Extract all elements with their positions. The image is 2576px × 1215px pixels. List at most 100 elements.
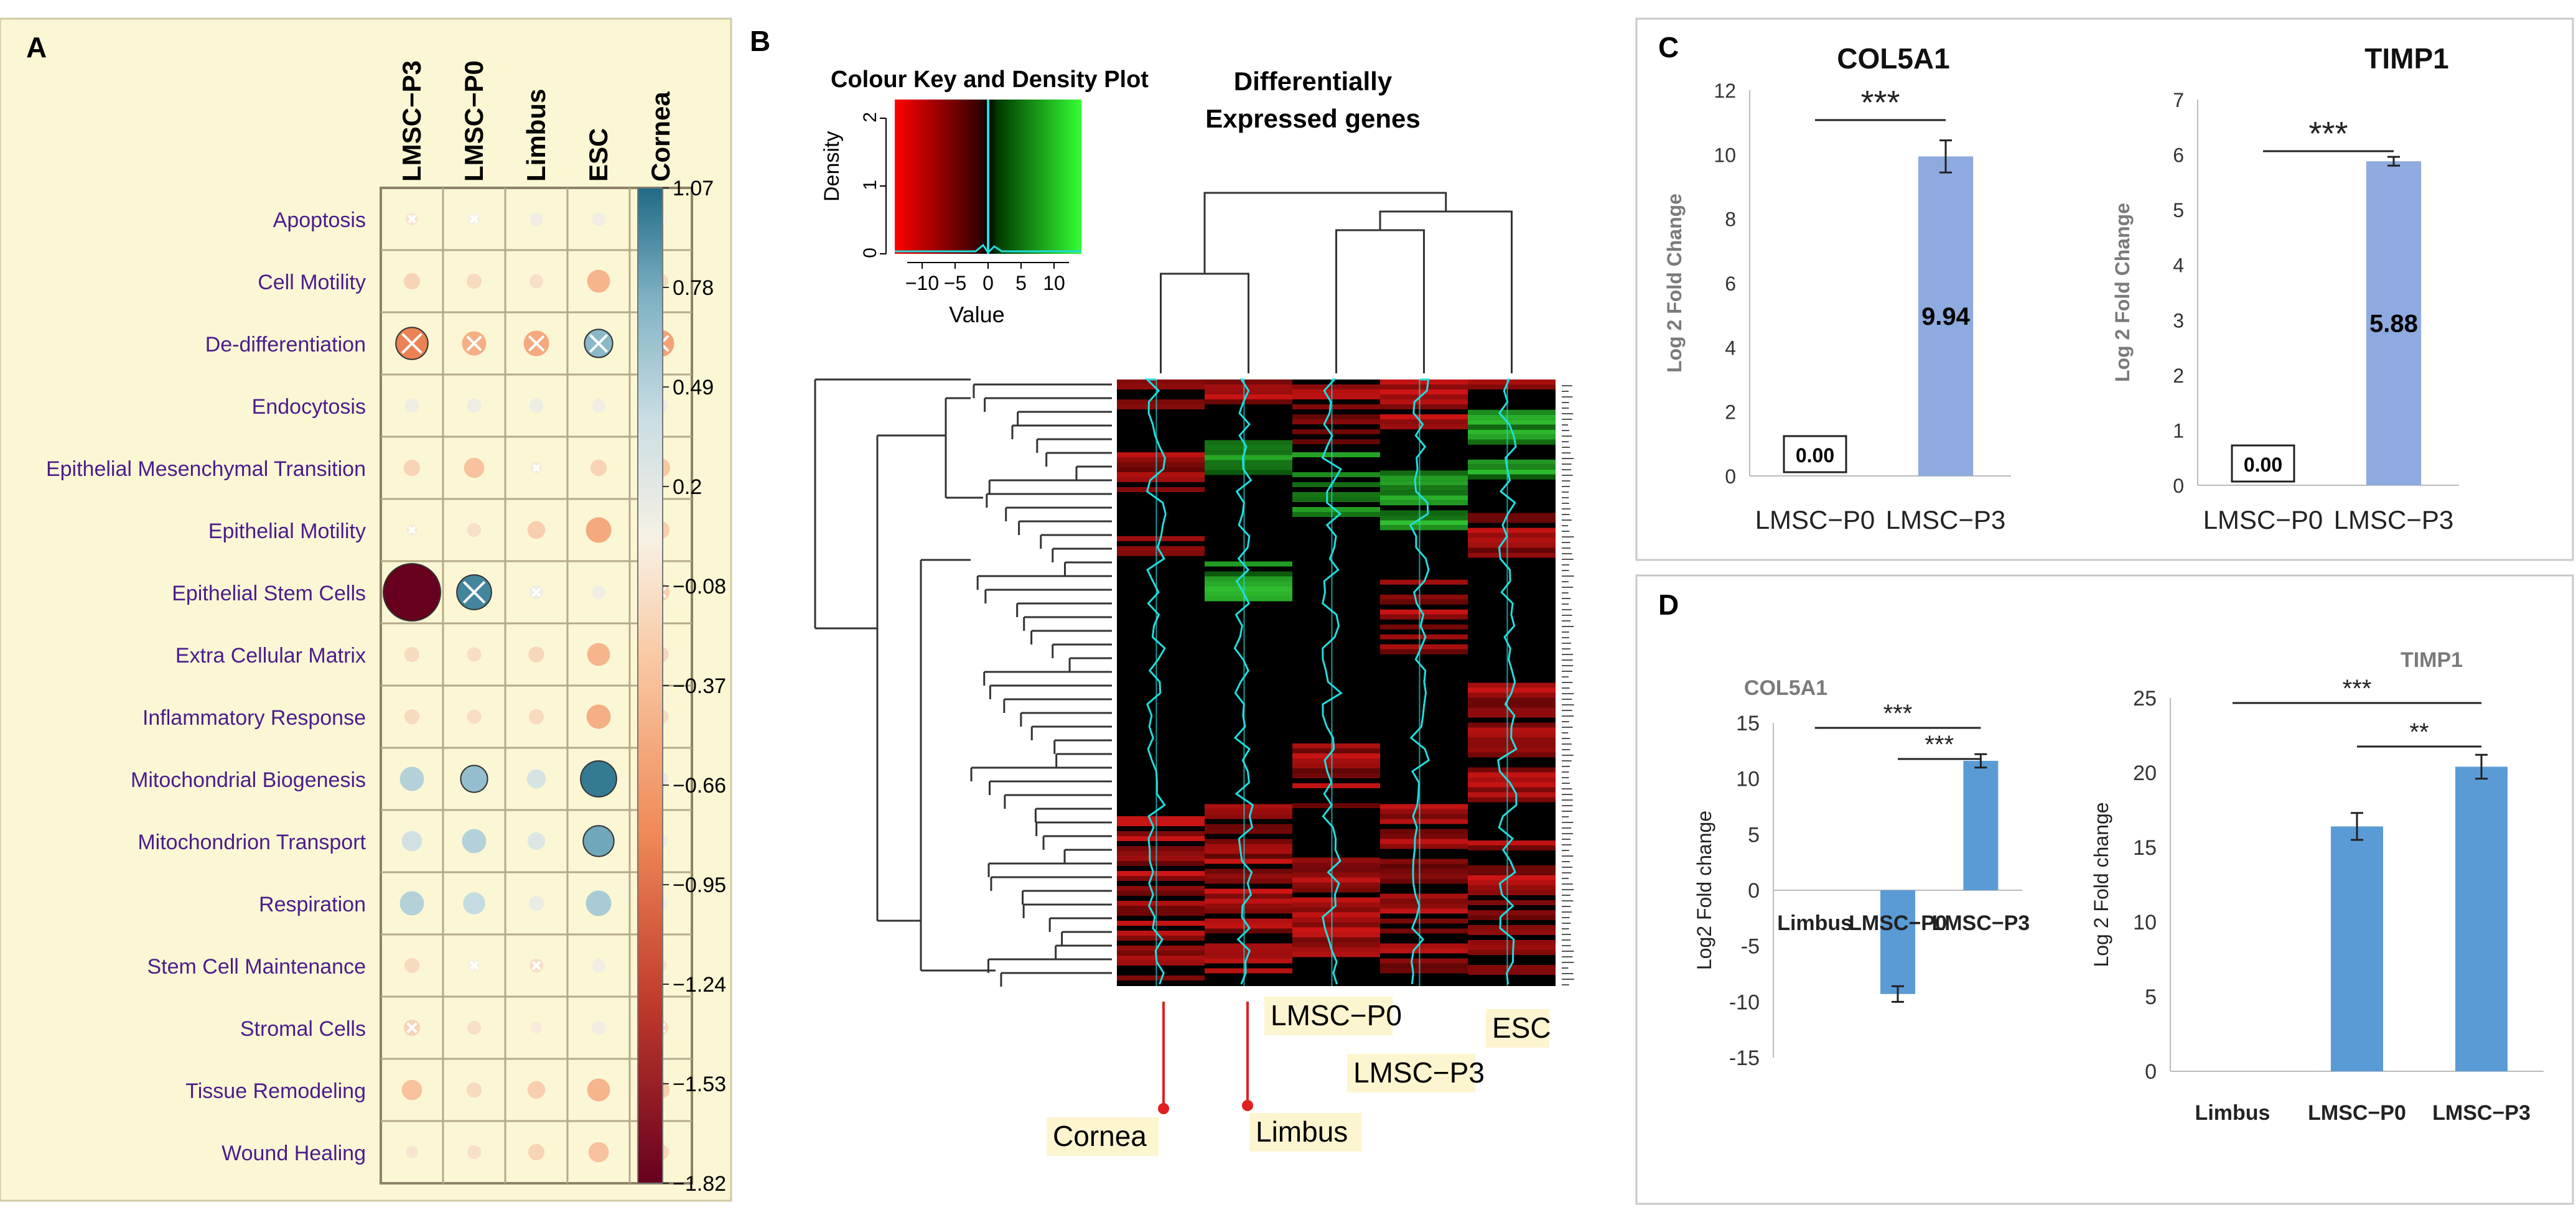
heatmap-strip [1117, 836, 1205, 841]
x-tick-label: LMSC−P0 [2203, 505, 2323, 534]
heatmap-strip [1468, 792, 1556, 798]
heatmap-strip [1380, 903, 1468, 909]
heatmap-strip [1380, 804, 1468, 809]
heatmap-strip [1468, 845, 1556, 850]
heatmap-cell [404, 398, 419, 413]
heatmap-strip [1380, 839, 1468, 844]
y-tick-label: 2 [2173, 365, 2184, 387]
row-dendrogram-lines [814, 378, 1112, 987]
label-lmsc-p0: LMSC−P0 [1271, 999, 1402, 1031]
y-tick-label: 10 [2133, 911, 2157, 934]
heatmap-strip [1380, 918, 1468, 924]
chart-c-timp1: TIMP1 Log 2 Fold Change 0 1 2 3 4 5 6 7 0.00 LMSC−P… [2111, 42, 2459, 534]
heatmap-strip [1117, 821, 1205, 826]
panel-a: A LMSC−P3 LMSC−P0 Limbus ESC Cornea Apoptosi… [0, 17, 732, 1202]
heatmap-strip [1117, 871, 1205, 876]
heatmap-strip [1380, 424, 1468, 429]
heatmap-strip [1205, 576, 1292, 582]
panel-a-label: A [26, 31, 47, 63]
heatmap-cell [591, 212, 606, 226]
heatmap-strip [1380, 470, 1468, 476]
heatmap-strip [1117, 946, 1205, 951]
heatmap-strip [1468, 682, 1556, 688]
chart-title: COL5A1 [1837, 42, 1949, 75]
cell-cross-mark [531, 961, 541, 971]
x-tick-label: LMSC−P3 [1931, 911, 2030, 935]
heatmap-strip [1468, 538, 1556, 543]
heatmap-strip [1292, 872, 1380, 878]
zero-label-box [2231, 444, 2295, 483]
x-tick-label: LMSC−P3 [2334, 505, 2454, 534]
heatmap-strip [1468, 875, 1556, 880]
scale-tick-label: −0.08 [673, 575, 726, 598]
y-tick-label: 12 [1714, 80, 1736, 102]
cell-cross-mark [531, 587, 541, 597]
heatmap-strip [1380, 495, 1468, 501]
heatmap-strip [1117, 891, 1205, 896]
heatmap-strip [1380, 893, 1468, 899]
trace-line [1496, 378, 1518, 985]
heatmap-strip [1205, 455, 1292, 460]
heatmap-strip [1468, 552, 1556, 558]
heatmap-strip [1468, 419, 1556, 425]
label-esc: ESC [1492, 1012, 1551, 1044]
row-label: Mitochondrion Transport [138, 831, 366, 854]
heatmap-cell [401, 831, 422, 852]
heatmap-strip [1292, 912, 1380, 918]
scale-tick-label: 0.49 [673, 376, 714, 399]
heatmap-cell [587, 1078, 610, 1102]
heatmap-strip [1117, 546, 1205, 551]
heatmap-strip [1117, 851, 1205, 856]
heatmap-strip [1205, 586, 1292, 592]
limbus-pointer-dot [1242, 1100, 1253, 1111]
heatmap-strip [1468, 787, 1556, 793]
value-tick-label: −10 [905, 272, 939, 294]
heatmap-strip [1292, 897, 1380, 903]
heatmap-strip [1205, 465, 1292, 470]
heatmap-strip [1380, 485, 1468, 491]
heatmap-strip [1468, 940, 1556, 945]
heatmap-cell [403, 272, 421, 290]
heatmap-cell [467, 398, 482, 413]
y-tick-label: 0 [2173, 475, 2184, 497]
heatmap-strip [1468, 439, 1556, 445]
heatmap-strip [1468, 767, 1556, 773]
panel-a-row-labels: Apoptosis Cell Motility De-differentiation… [46, 208, 366, 1165]
cornea-pointer-dot [1158, 1103, 1169, 1114]
heatmap-strip [1292, 429, 1380, 434]
heatmap-strip [1292, 917, 1380, 923]
x-tick-label: LMSC−P0 [2308, 1101, 2406, 1125]
heatmap-strip [1205, 470, 1292, 475]
heatmap-strip [1205, 379, 1292, 384]
heatmap-strip [1205, 844, 1292, 849]
heatmap-strip [1468, 910, 1556, 915]
heatmap-strip [1117, 861, 1205, 866]
heatmap-strip [1468, 752, 1556, 758]
heatmap-strip [1468, 900, 1556, 905]
scale-tick-label: −1.53 [673, 1073, 726, 1096]
heatmap-strip [1380, 868, 1468, 874]
heatmap-strip [1468, 414, 1556, 420]
bar [1963, 760, 1999, 890]
cell-cross-mark [589, 334, 608, 353]
heatmap-cell [587, 643, 610, 666]
heatmap-strip [1292, 907, 1380, 913]
heatmap-cell [383, 563, 441, 621]
density-curve [895, 243, 1081, 254]
heatmap-strip [1292, 768, 1380, 773]
chart-c-col5a1: COL5A1 Log 2 Fold Change 0 2 4 6 8 10 12 0.00 LMSC… [1663, 42, 2011, 534]
cell-cross-mark [401, 333, 422, 354]
y-tick-label: 0 [2145, 1060, 2157, 1084]
heatmap-cell [588, 1142, 609, 1163]
heatmap-strip [1117, 379, 1205, 384]
heatmap-strip [1468, 707, 1556, 713]
density-tick-label: 2 [860, 112, 880, 123]
heatmap-cell [528, 709, 544, 725]
cell-cross-mark [408, 215, 416, 223]
heatmap-strip [1468, 697, 1556, 703]
y-tick-label: 10 [1714, 144, 1736, 166]
heatmap-cell [460, 765, 488, 793]
heatmap-strip [1292, 482, 1380, 487]
column-dendrogram-lines [1160, 192, 1513, 373]
heatmap-strip [1468, 890, 1556, 895]
